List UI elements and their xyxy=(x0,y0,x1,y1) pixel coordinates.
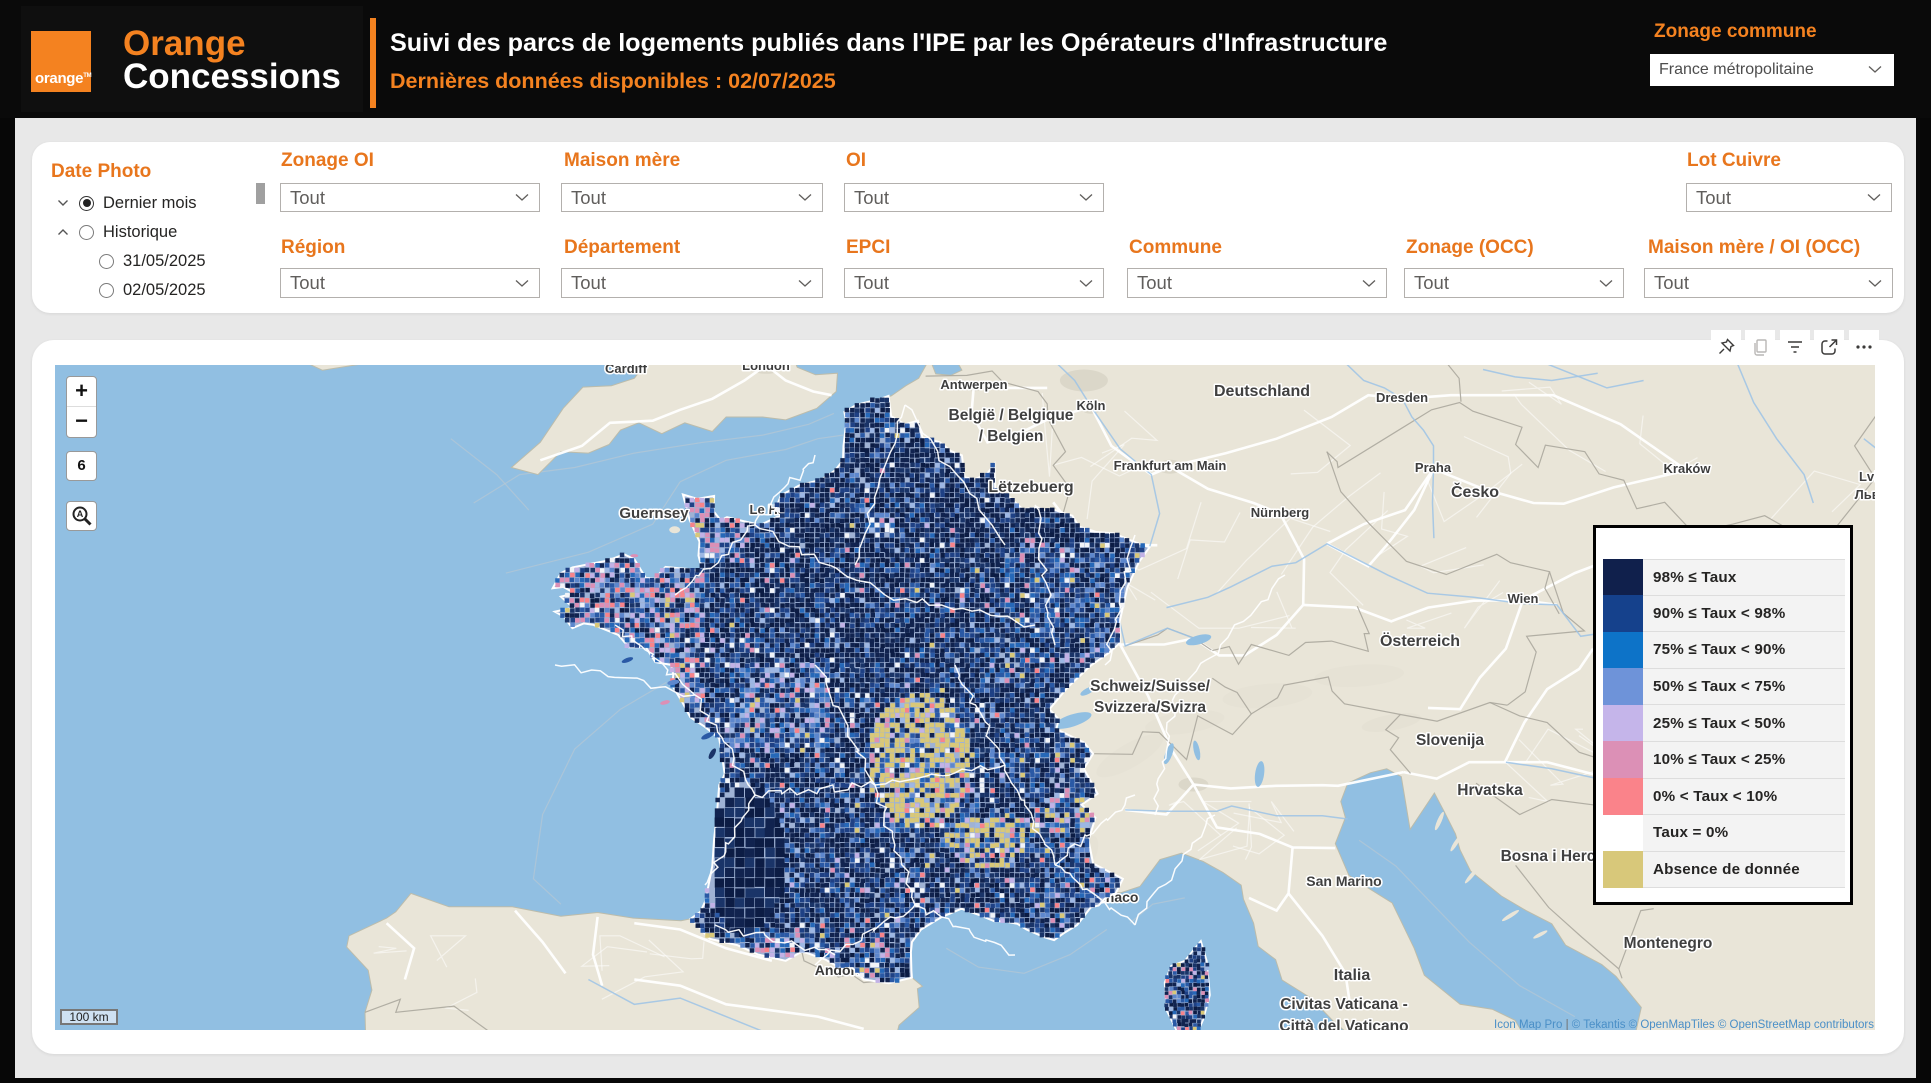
svg-text:Česko: Česko xyxy=(1451,482,1499,501)
svg-text:Praha: Praha xyxy=(1415,460,1452,475)
svg-text:Österreich: Österreich xyxy=(1380,631,1460,650)
svg-text:Antwerpen: Antwerpen xyxy=(940,377,1007,392)
svg-text:A: A xyxy=(76,509,83,519)
svg-text:Lviv: Lviv xyxy=(1859,469,1875,484)
svg-text:Civitas Vaticana -: Civitas Vaticana - xyxy=(1280,996,1408,1013)
svg-text:Deutschland: Deutschland xyxy=(1214,383,1310,400)
svg-text:San Marino: San Marino xyxy=(1306,873,1381,889)
svg-text:Schweiz/Suisse/: Schweiz/Suisse/ xyxy=(1090,678,1210,695)
svg-text:Nürnberg: Nürnberg xyxy=(1251,505,1310,520)
svg-text:België / Belgique: België / Belgique xyxy=(949,407,1074,424)
svg-text:Guernsey: Guernsey xyxy=(619,505,689,522)
svg-text:Dresden: Dresden xyxy=(1376,390,1428,405)
svg-text:Montenegro: Montenegro xyxy=(1624,935,1713,952)
svg-text:Città del Vaticano: Città del Vaticano xyxy=(1279,1018,1408,1030)
svg-text:Svizzera/Svizra: Svizzera/Svizra xyxy=(1094,699,1206,716)
svg-text:Italia: Italia xyxy=(1334,967,1371,984)
svg-text:Hrvatska: Hrvatska xyxy=(1457,782,1523,799)
svg-text:Wien: Wien xyxy=(1508,591,1539,606)
svg-text:Cardiff: Cardiff xyxy=(605,365,648,376)
svg-text:Bosna i Herc: Bosna i Herc xyxy=(1501,848,1596,865)
svg-text:Köln: Köln xyxy=(1077,398,1106,413)
svg-text:Kraków: Kraków xyxy=(1664,461,1712,476)
svg-text:Львів: Львів xyxy=(1855,487,1875,502)
svg-text:Lëtzebuerg: Lëtzebuerg xyxy=(988,479,1073,496)
svg-text:Slovenija: Slovenija xyxy=(1416,732,1484,749)
svg-text:/ Belgien: / Belgien xyxy=(979,428,1044,445)
svg-text:London: London xyxy=(742,365,790,373)
svg-text:Frankfurt am Main: Frankfurt am Main xyxy=(1114,458,1227,473)
